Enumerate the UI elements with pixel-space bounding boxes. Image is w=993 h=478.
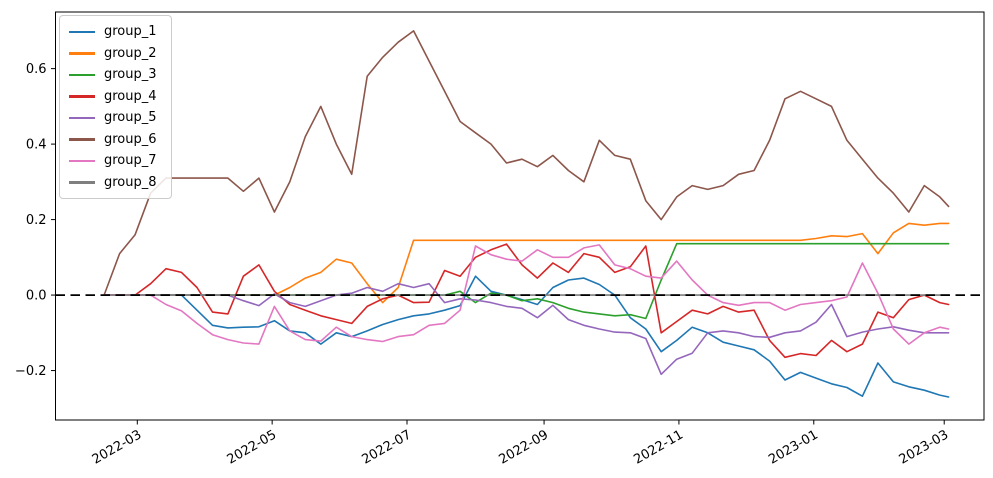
legend-item-group_5: group_5 [69,107,163,129]
legend-item-group_1: group_1 [69,21,163,43]
legend-label: group_4 [104,88,157,104]
x-tick-label: 2022-07 [359,427,414,467]
series-line-group_7 [103,244,950,345]
x-tick-label: 2022-03 [90,427,145,467]
y-tick-label: −0.2 [15,364,47,379]
y-tick-label: 0.2 [26,213,47,228]
y-tick-label: 0.4 [26,138,47,153]
legend-item-group_3: group_3 [69,64,163,86]
legend-label: group_7 [104,153,157,169]
legend-label: group_3 [104,67,157,83]
legend-line-swatch-group_1 [69,30,95,33]
legend-item-group_8: group_8 [69,172,163,194]
legend-item-group_6: group_6 [69,129,163,151]
series-line-group_5 [103,282,950,376]
x-tick-label: 2022-11 [631,427,686,467]
x-tick-label: 2022-05 [225,427,280,467]
series-line-group_4 [103,243,950,359]
legend-label: group_8 [104,174,157,190]
legend-item-group_7: group_7 [69,150,163,172]
x-tick-label: 2022-09 [497,427,552,467]
legend-line-swatch-group_4 [69,95,95,98]
legend-label: group_6 [104,131,157,147]
legend-label: group_1 [104,24,157,40]
series-line-group_6 [103,30,950,296]
series-line-group_2 [103,222,950,304]
y-tick-label: 0.0 [26,289,47,304]
legend-line-swatch-group_5 [69,116,95,119]
legend-item-group_4: group_4 [69,86,163,108]
legend-label: group_5 [104,110,157,126]
axes-spines [55,11,985,421]
x-tick-label: 2023-01 [766,427,821,467]
legend-line-swatch-group_8 [69,181,95,184]
x-tick-label: 2023-03 [897,427,952,467]
series-line-group_1 [103,275,950,398]
legend-label: group_2 [104,45,157,61]
legend-line-swatch-group_6 [69,138,95,141]
legend-line-swatch-group_2 [69,52,95,55]
legend-item-group_2: group_2 [69,43,163,65]
y-tick-label: 0.6 [26,62,47,77]
legend-line-swatch-group_3 [69,73,95,76]
legend-line-swatch-group_7 [69,159,95,162]
